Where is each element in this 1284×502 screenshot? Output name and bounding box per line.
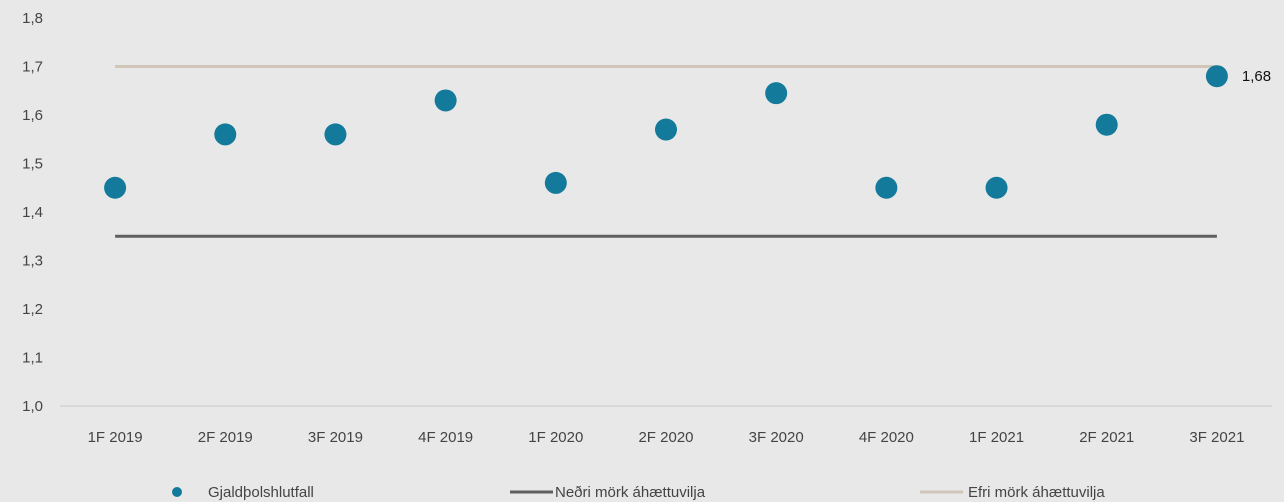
data-point <box>985 176 1008 199</box>
y-tick-label: 1,7 <box>22 59 43 76</box>
data-point <box>875 176 898 199</box>
data-point <box>214 123 237 146</box>
data-point <box>434 89 457 112</box>
y-tick-label: 1,2 <box>22 301 43 318</box>
data-label: 1,68 <box>1242 68 1271 85</box>
legend-label: Gjaldþolshlutfall <box>208 484 314 501</box>
y-tick-label: 1,6 <box>22 107 43 124</box>
data-point <box>655 118 677 141</box>
annotation-layer: 1,68 <box>1242 68 1271 85</box>
x-tick-label: 4F 2019 <box>418 429 473 446</box>
x-tick-label: 3F 2021 <box>1189 429 1244 446</box>
x-tick-label: 1F 2019 <box>88 429 143 446</box>
x-tick-label: 1F 2020 <box>528 429 583 446</box>
data-point <box>765 82 788 105</box>
legend-item-gjaldtholshlutfall: Gjaldþolshlutfall <box>172 484 314 501</box>
y-tick-label: 1,3 <box>22 253 43 270</box>
x-tick-label: 2F 2021 <box>1079 429 1134 446</box>
x-tick-label: 3F 2019 <box>308 429 363 446</box>
y-tick-label: 1,0 <box>22 398 43 415</box>
x-tick-label: 3F 2020 <box>749 429 804 446</box>
legend-marker-dot <box>172 487 182 497</box>
series-points-layer <box>104 65 1228 199</box>
data-point <box>544 171 567 194</box>
legend-label: Neðri mörk áhættuvilja <box>555 484 706 501</box>
x-tick-label: 2F 2019 <box>198 429 253 446</box>
data-point <box>1205 65 1228 88</box>
data-point <box>104 176 127 199</box>
x-tick-label: 4F 2020 <box>859 429 914 446</box>
y-tick-label: 1,5 <box>22 156 43 173</box>
legend-label: Efri mörk áhættuvilja <box>968 484 1105 501</box>
x-tick-label: 2F 2020 <box>638 429 693 446</box>
legend-item-nedri-mork-ahaettuvilja: Neðri mörk áhættuvilja <box>510 484 706 501</box>
legend: Gjaldþolshlutfall Neðri mörk áhættuvilja E… <box>172 484 1105 501</box>
data-point <box>1095 113 1118 136</box>
y-tick-label: 1,8 <box>22 10 43 27</box>
x-tick-label: 1F 2021 <box>969 429 1024 446</box>
series-lines-layer <box>115 65 1217 238</box>
legend-item-efri-mork-ahaettuvilja: Efri mörk áhættuvilja <box>920 484 1105 501</box>
y-tick-label: 1,4 <box>22 204 43 221</box>
y-tick-label: 1,1 <box>22 350 43 367</box>
axis-layer: 1,0 1,1 1,2 1,3 1,4 1,5 1,6 1,7 1,8 1F 2019 2F 201… <box>22 10 1272 446</box>
data-point <box>324 123 347 146</box>
